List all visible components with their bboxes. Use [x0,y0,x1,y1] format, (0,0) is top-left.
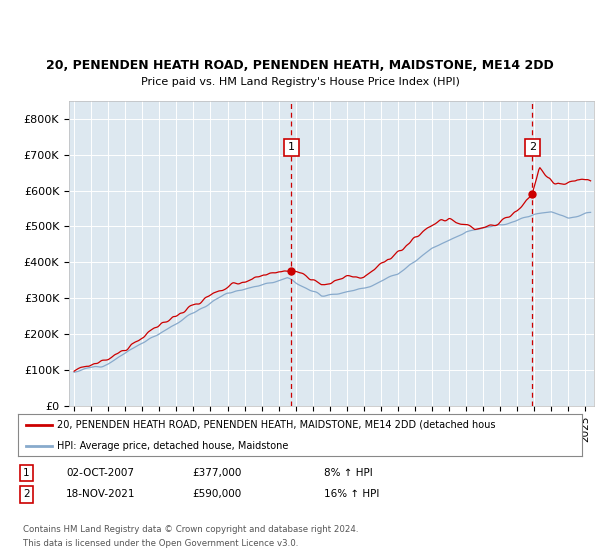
Text: 1: 1 [23,468,29,478]
Text: HPI: Average price, detached house, Maidstone: HPI: Average price, detached house, Maid… [58,441,289,451]
Text: 20, PENENDEN HEATH ROAD, PENENDEN HEATH, MAIDSTONE, ME14 2DD (detached hous: 20, PENENDEN HEATH ROAD, PENENDEN HEATH,… [58,420,496,430]
Text: Contains HM Land Registry data © Crown copyright and database right 2024.: Contains HM Land Registry data © Crown c… [23,525,358,534]
Text: 8% ↑ HPI: 8% ↑ HPI [324,468,373,478]
Text: 02-OCT-2007: 02-OCT-2007 [66,468,134,478]
Text: 1: 1 [288,142,295,152]
Text: 2: 2 [23,489,29,500]
Text: 18-NOV-2021: 18-NOV-2021 [66,489,136,500]
Text: Price paid vs. HM Land Registry's House Price Index (HPI): Price paid vs. HM Land Registry's House … [140,77,460,87]
Text: 2: 2 [529,142,536,152]
Text: 16% ↑ HPI: 16% ↑ HPI [324,489,379,500]
Text: This data is licensed under the Open Government Licence v3.0.: This data is licensed under the Open Gov… [23,539,298,548]
Text: £590,000: £590,000 [192,489,241,500]
Text: 20, PENENDEN HEATH ROAD, PENENDEN HEATH, MAIDSTONE, ME14 2DD: 20, PENENDEN HEATH ROAD, PENENDEN HEATH,… [46,59,554,72]
Text: £377,000: £377,000 [192,468,241,478]
